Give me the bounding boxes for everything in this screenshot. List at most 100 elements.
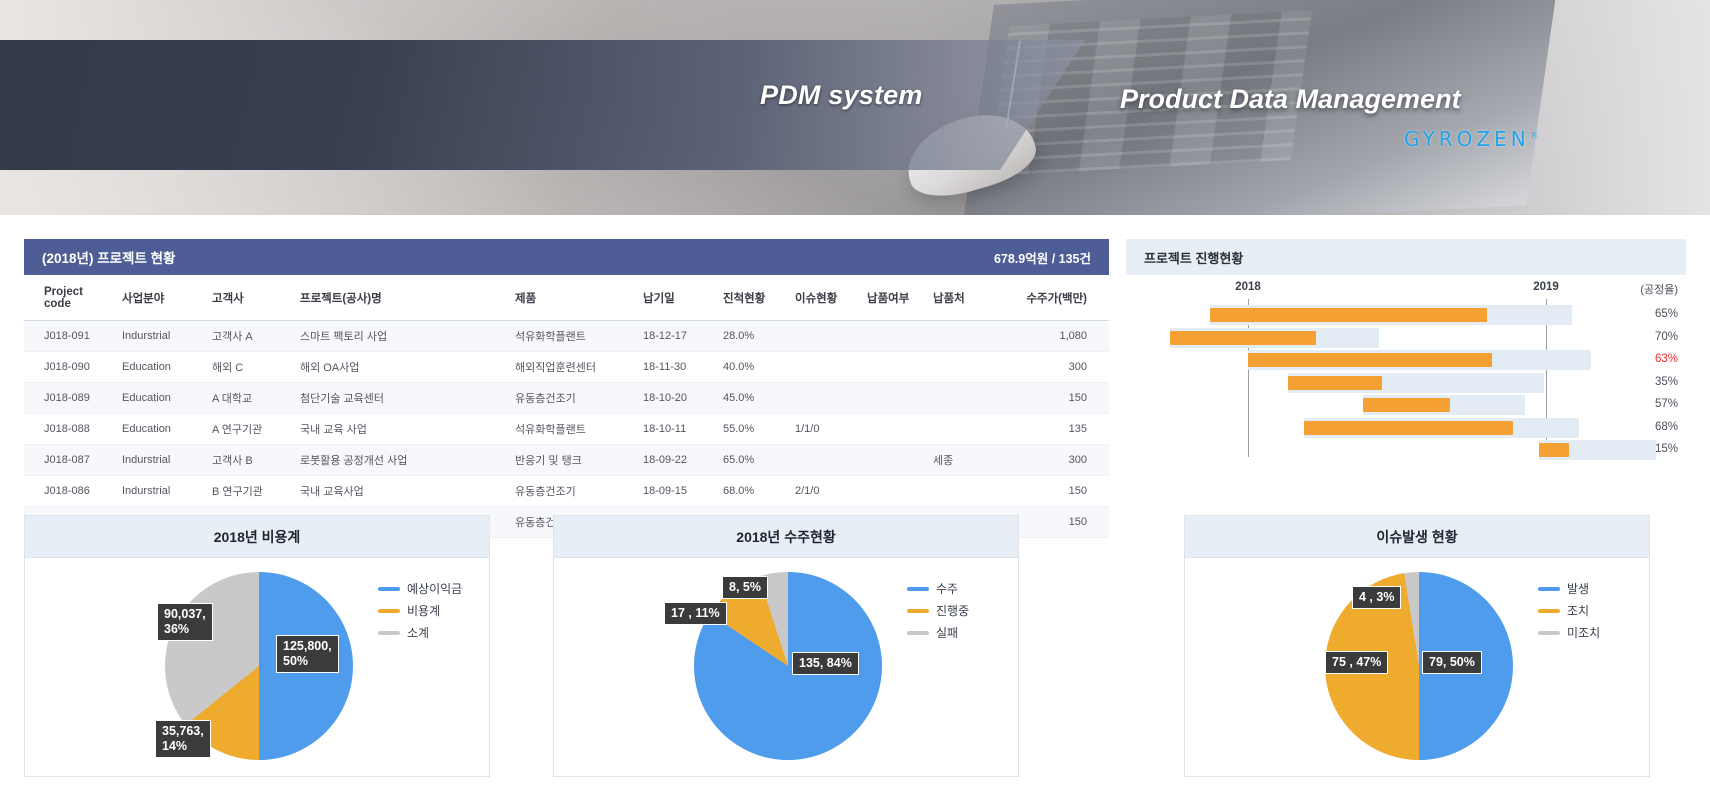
cell-customer: A 연구기관 <box>206 413 294 445</box>
legend-item[interactable]: 비용계 <box>378 602 462 619</box>
col-issue[interactable]: 이슈현황 <box>789 275 861 321</box>
gantt-gridline-2019 <box>1546 299 1547 457</box>
cell-order-price: 1,080 <box>989 320 1109 352</box>
col-project-name[interactable]: 프로젝트(공사)명 <box>294 275 509 321</box>
legend-item[interactable]: 수주 <box>907 580 969 597</box>
cell-issue <box>789 351 861 383</box>
cell-issue: 1/1/0 <box>789 413 861 445</box>
pie-data-label: 79, 50% <box>1422 651 1482 674</box>
col-customer[interactable]: 고객사 <box>206 275 294 321</box>
table-header-row: Project code 사업분야 고객사 프로젝트(공사)명 제품 납기일 진… <box>24 275 1109 321</box>
cell-order-price: 135 <box>989 413 1109 445</box>
cell-order-price: 150 <box>989 475 1109 507</box>
cell-customer: A 대학교 <box>206 382 294 414</box>
project-table-body: J018-091 Indurstrial 고객사 A 스마트 팩토리 사업 석유화학플랜… <box>24 320 1109 538</box>
col-business-field[interactable]: 사업분야 <box>116 275 206 321</box>
cell-project-name: 첨단기술 교육센터 <box>294 382 509 414</box>
cell-product: 해외직업훈련센터 <box>509 351 637 383</box>
gantt-progress-percent: 68% <box>1654 420 1678 433</box>
table-row[interactable]: J018-088 Education A 연구기관 국내 교육 사업 석유화학플랜트 18… <box>24 413 1109 445</box>
project-progress-panel: 프로젝트 진행현황 2018 2019 (공정율) 65% 70% 63% 35% 57… <box>1126 239 1686 474</box>
cell-delivery-place <box>927 351 989 383</box>
pie-data-label: 8, 5% <box>722 576 768 599</box>
pie-data-label: 17 , 11% <box>664 602 727 625</box>
cell-order-price: 300 <box>989 444 1109 476</box>
cell-order-price: 300 <box>989 351 1109 383</box>
cell-progress: 40.0% <box>717 351 789 383</box>
legend-swatch-icon <box>1538 586 1560 591</box>
cell-issue <box>789 444 861 476</box>
gantt-progress-percent: 65% <box>1654 308 1678 320</box>
legend-item[interactable]: 소계 <box>378 624 462 641</box>
cell-delivery-place: 세종 <box>927 444 989 476</box>
legend-item[interactable]: 실패 <box>907 624 969 641</box>
gantt-progress-percent: 57% <box>1654 398 1678 410</box>
legend-swatch-icon <box>907 586 929 591</box>
table-row[interactable]: J018-087 Indurstrial 고객사 B 로봇활용 공정개선 사업 반응기 … <box>24 444 1109 476</box>
table-row[interactable]: J018-086 Indurstrial B 연구기관 국내 교육사업 유동층건조기 18… <box>24 475 1109 507</box>
gantt-panel-header: 프로젝트 진행현황 <box>1126 239 1686 275</box>
col-delivery-place[interactable]: 납품처 <box>927 275 989 321</box>
cell-project-code: J018-088 <box>24 413 116 445</box>
cell-project-code: J018-091 <box>24 320 116 352</box>
cell-delivered <box>861 413 927 445</box>
table-row[interactable]: J018-091 Indurstrial 고객사 A 스마트 팩토리 사업 석유화학플랜… <box>24 320 1109 352</box>
gantt-panel-title: 프로젝트 진행현황 <box>1144 250 1244 266</box>
cell-due-date: 18-09-22 <box>637 444 717 476</box>
legend-swatch-icon <box>907 630 929 635</box>
cell-due-date: 18-11-30 <box>637 351 717 383</box>
cell-delivery-place <box>927 475 989 507</box>
gyrozen-logo: GYROZEN® <box>1404 127 1543 151</box>
cell-delivery-place <box>927 382 989 414</box>
cell-customer: 고객사 A <box>206 320 294 352</box>
cell-delivered <box>861 320 927 352</box>
col-due-date[interactable]: 납기일 <box>637 275 717 321</box>
col-product[interactable]: 제품 <box>509 275 637 321</box>
legend-label: 미조치 <box>1567 626 1601 640</box>
gantt-chart: 2018 2019 (공정율) 65% 70% 63% 35% 57% 68% 15% <box>1126 275 1686 474</box>
cell-customer: B 연구기관 <box>206 475 294 507</box>
gantt-bar-fill <box>1209 308 1488 322</box>
cell-order-price: 150 <box>989 382 1109 414</box>
cell-product: 석유화학플랜트 <box>509 413 637 445</box>
table-row[interactable]: J018-089 Education A 대학교 첨단기술 교육센터 유동층건조기 18-… <box>24 382 1109 414</box>
legend-label: 진행중 <box>936 604 970 618</box>
gantt-axis-label-2018: 2018 <box>1235 281 1261 293</box>
col-order-price[interactable]: 수주가(백만) <box>989 275 1109 321</box>
legend-label: 발생 <box>1567 582 1590 596</box>
legend-item[interactable]: 예상이익금 <box>378 580 462 597</box>
gantt-bar-fill <box>1538 443 1570 457</box>
legend-item[interactable]: 발생 <box>1538 580 1600 597</box>
legend-swatch-icon <box>378 608 400 613</box>
gantt-bar-fill <box>1303 420 1514 435</box>
gantt-bar-fill <box>1362 398 1450 412</box>
project-table: Project code 사업분야 고객사 프로젝트(공사)명 제품 납기일 진… <box>24 275 1109 538</box>
dashboard-content: (2018년) 프로젝트 현황 678.9억원 / 135건 Project c… <box>0 215 1710 799</box>
banner-overlay-panel <box>0 40 1085 170</box>
issue-pie-title: 이슈발생 현황 <box>1376 528 1458 545</box>
col-progress[interactable]: 진척현황 <box>717 275 789 321</box>
gantt-bar-fill <box>1170 330 1316 345</box>
cell-due-date: 18-12-17 <box>637 320 717 352</box>
cell-project-name: 해외 OA사업 <box>294 351 509 383</box>
gantt-bar-fill <box>1247 353 1492 367</box>
gantt-gridline-2018 <box>1248 299 1249 457</box>
col-delivered[interactable]: 납품여부 <box>861 275 927 321</box>
gantt-bar-fill <box>1287 375 1382 390</box>
legend-label: 실패 <box>936 626 959 640</box>
cell-due-date: 18-10-20 <box>637 382 717 414</box>
legend-swatch-icon <box>1538 630 1560 635</box>
order-pie-header: 2018년 수주현황 <box>554 516 1018 558</box>
legend-item[interactable]: 조치 <box>1538 602 1600 619</box>
gantt-progress-percent: 15% <box>1654 443 1678 455</box>
table-row[interactable]: J018-090 Education 해외 C 해외 OA사업 해외직업훈련센터 18-1… <box>24 351 1109 383</box>
issue-pie-header: 이슈발생 현황 <box>1185 516 1649 558</box>
legend-swatch-icon <box>907 608 929 613</box>
legend-item[interactable]: 미조치 <box>1538 624 1600 641</box>
cell-customer: 해외 C <box>206 351 294 383</box>
col-project-code[interactable]: Project code <box>24 275 116 321</box>
order-pie-card: 2018년 수주현황 수주 진행중 실패 135, 84% 17 , 11% 8… <box>553 515 1019 777</box>
legend-label: 비용계 <box>407 604 441 618</box>
cell-due-date: 18-10-11 <box>637 413 717 445</box>
legend-item[interactable]: 진행중 <box>907 602 969 619</box>
